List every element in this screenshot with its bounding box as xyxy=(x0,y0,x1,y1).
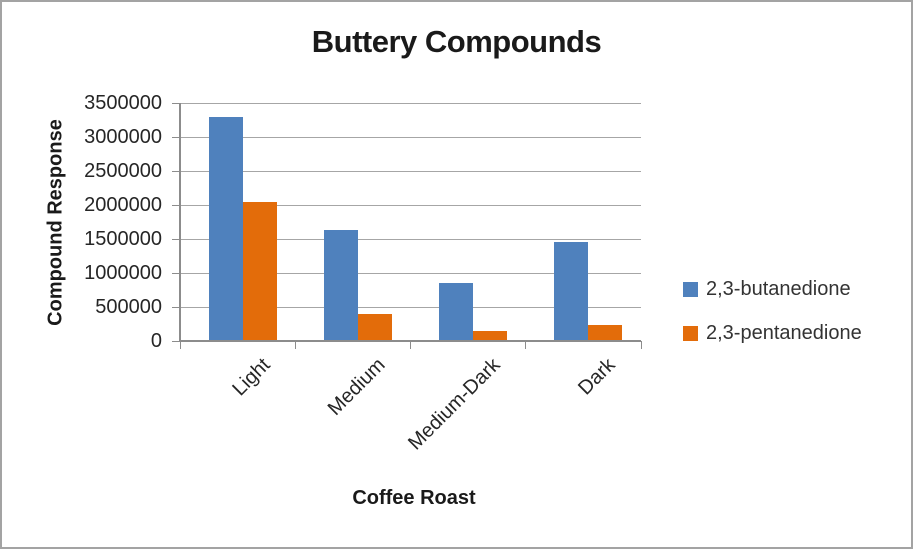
y-axis-tick xyxy=(172,340,180,342)
x-axis-title: Coffee Roast xyxy=(352,487,476,509)
y-axis-tick xyxy=(172,272,180,274)
x-tick-label-dark: Dark xyxy=(574,354,620,400)
gridline xyxy=(180,136,641,138)
x-axis-tick xyxy=(294,341,296,349)
y-axis-tick xyxy=(172,238,180,240)
chart-title: Buttery Compounds xyxy=(311,24,602,59)
y-tick-label: 3000000 xyxy=(84,125,162,148)
bar-2-3-butanedione-medium-dark xyxy=(439,283,474,341)
y-tick-label: 1000000 xyxy=(84,261,162,284)
y-tick-label: 3500000 xyxy=(84,91,162,114)
bar-2-3-butanedione-dark xyxy=(554,241,589,341)
x-axis-tick xyxy=(410,341,411,349)
y-tick-label: 0 xyxy=(150,329,162,352)
bar-2-3-pentanedione-medium xyxy=(357,313,392,341)
y-tick-label: 500000 xyxy=(95,295,162,318)
y-axis-title: Compound Response xyxy=(44,119,67,326)
gridline xyxy=(180,204,641,206)
gridline xyxy=(180,238,641,240)
gridline xyxy=(180,306,641,308)
y-axis-tick xyxy=(172,136,180,138)
x-tick-label-medium-dark: Medium-Dark xyxy=(404,354,505,455)
y-tick-label: 2000000 xyxy=(84,193,162,216)
bar-2-3-pentanedione-medium-dark xyxy=(473,330,508,341)
y-tick-label: 2500000 xyxy=(84,159,162,182)
bar-2-3-pentanedione-light xyxy=(242,201,277,341)
bar-2-3-butanedione-medium xyxy=(323,230,358,341)
x-tick-label-medium: Medium xyxy=(323,354,390,420)
bar-2-3-pentanedione-dark xyxy=(588,325,623,341)
x-axis-tick xyxy=(640,341,642,349)
y-tick-label: 1500000 xyxy=(84,227,162,250)
gridline xyxy=(180,272,641,274)
legend-swatch-2-3-pentanedione xyxy=(683,326,698,341)
legend-label-2-3-butanedione: 2,3-butanedione xyxy=(706,278,851,300)
bar-2-3-butanedione-light xyxy=(208,116,243,341)
legend-label-2-3-pentanedione: 2,3-pentanedione xyxy=(706,322,862,344)
legend-item-2-3-butanedione: 2,3-butanedione xyxy=(683,278,851,301)
x-tick-label-light: Light xyxy=(227,354,275,401)
legend-item-2-3-pentanedione: 2,3-pentanedione xyxy=(683,322,862,345)
y-axis-tick xyxy=(172,306,180,308)
gridline xyxy=(180,170,641,172)
gridline xyxy=(180,102,641,104)
x-axis-tick xyxy=(525,341,527,349)
y-axis-tick xyxy=(172,170,180,172)
legend-swatch-2-3-butanedione xyxy=(683,282,698,297)
y-axis-line xyxy=(179,103,181,342)
y-axis-tick xyxy=(172,204,180,206)
x-axis-tick xyxy=(179,341,181,349)
y-axis-tick xyxy=(172,102,180,104)
